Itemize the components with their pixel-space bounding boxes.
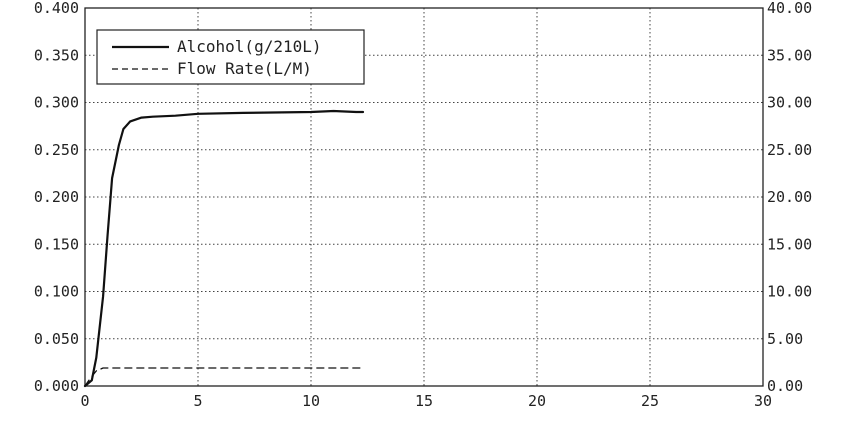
right-tick-label: 20.00	[767, 188, 812, 206]
right-tick-label: 25.00	[767, 141, 812, 159]
right-tick-label: 0.00	[767, 377, 803, 395]
plot-frame	[84, 7, 764, 387]
legend-box	[96, 29, 365, 85]
left-tick-label: 0.250	[34, 141, 79, 159]
legend: Alcohol(g/210L) Flow Rate(L/M)	[96, 29, 365, 85]
left-tick-label: 0.200	[34, 188, 79, 206]
left-tick-label: 0.100	[34, 283, 79, 301]
right-tick-label: 15.00	[767, 235, 812, 253]
bottom-tick-label: 25	[641, 392, 659, 410]
right-tick-label: 5.00	[767, 330, 803, 348]
bottom-axis-ticks: 0 5 10 15 20 25 30	[80, 392, 772, 410]
series-layer	[83, 109, 365, 388]
left-tick-label: 0.400	[34, 0, 79, 17]
left-axis-ticks: 0.000 0.050 0.100 0.150 0.200 0.250 0.300 0.350…	[34, 0, 79, 395]
bottom-tick-label: 10	[302, 392, 320, 410]
right-tick-label: 35.00	[767, 46, 812, 64]
legend-label: Flow Rate(L/M)	[177, 59, 312, 78]
legend-label: Alcohol(g/210L)	[177, 37, 322, 56]
right-axis-ticks: 0.00 5.00 10.00 15.00 20.00 25.00 30.00 35.00 40…	[767, 0, 812, 395]
series-line-flow-rate	[84, 367, 364, 387]
bottom-tick-label: 15	[415, 392, 433, 410]
bottom-tick-label: 20	[528, 392, 546, 410]
left-tick-label: 0.050	[34, 330, 79, 348]
bottom-tick-label: 0	[80, 392, 89, 410]
left-tick-label: 0.000	[34, 377, 79, 395]
bottom-tick-label: 5	[193, 392, 202, 410]
left-tick-label: 0.150	[34, 235, 79, 253]
right-tick-label: 10.00	[767, 283, 812, 301]
bottom-tick-label: 30	[754, 392, 772, 410]
right-tick-label: 30.00	[767, 94, 812, 112]
left-tick-label: 0.350	[34, 46, 79, 64]
series-line-alcohol	[83, 109, 365, 388]
right-tick-label: 40.00	[767, 0, 812, 17]
left-tick-label: 0.300	[34, 94, 79, 112]
